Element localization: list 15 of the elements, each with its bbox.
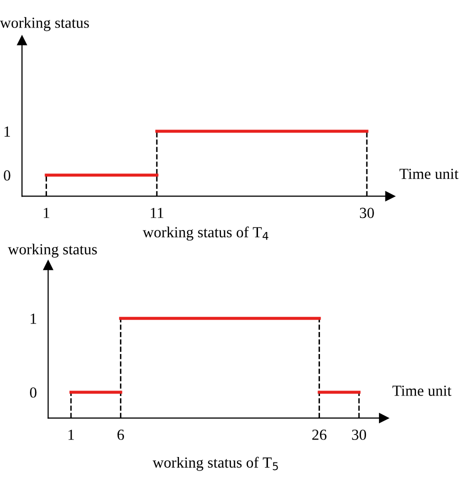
- x-tick-label: 11: [150, 208, 164, 218]
- x-axis-title: Time unit: [392, 386, 452, 396]
- x-tick-label: 1: [68, 430, 74, 440]
- x-tick-label: 30: [360, 208, 374, 218]
- x-tick-label: 6: [117, 430, 124, 440]
- x-axis-title: Time unit: [400, 168, 458, 180]
- text: working status of T$_{4}$: [142, 226, 268, 241]
- y-tick-label: 0: [30, 387, 36, 398]
- x-tick-label: 1: [44, 208, 50, 218]
- y-axis-title: working status: [8, 244, 97, 258]
- text: working status of T$_{5}$: [152, 456, 278, 471]
- x-tick-label: 26: [312, 430, 326, 440]
- y-tick-label: 0: [4, 170, 10, 181]
- y-axis-title: working status: [0, 17, 89, 32]
- x-tick-label: 30: [352, 430, 366, 440]
